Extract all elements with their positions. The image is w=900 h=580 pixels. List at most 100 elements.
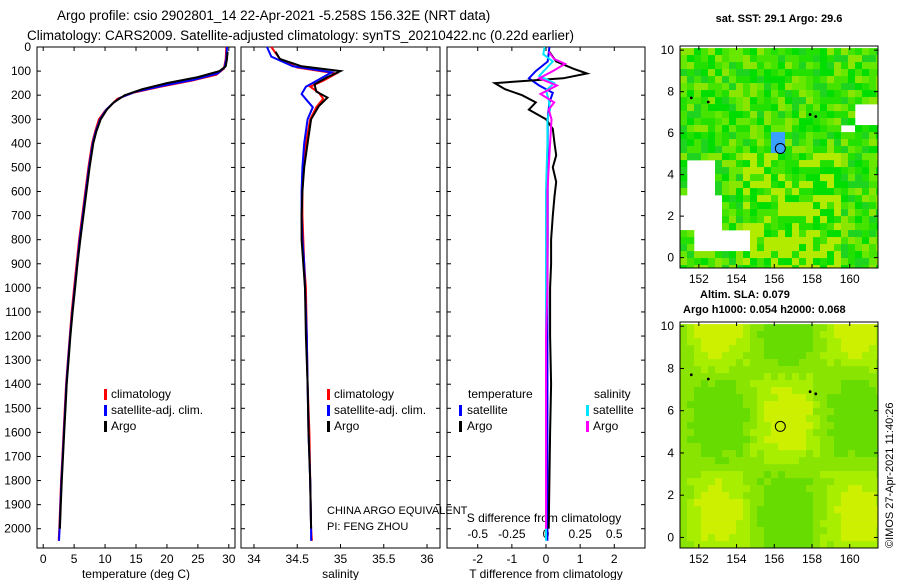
y-tick-label: 1900	[4, 498, 31, 512]
y-tick-label: 800	[11, 233, 31, 247]
y-tick-label: 1400	[4, 377, 31, 391]
island-speck	[706, 377, 710, 381]
imos-timestamp: ©IMOS 27-Apr-2021 11:40:26	[884, 403, 896, 548]
map-y-tick-label: 0	[667, 251, 674, 265]
island-speck	[808, 113, 812, 116]
legend-climatology-swatch	[104, 389, 107, 400]
map-x-tick-label: 160	[840, 272, 860, 286]
x-tick-label: -2	[472, 552, 483, 566]
y-tick-label: 900	[11, 257, 31, 271]
map-x-tick-label: 158	[802, 272, 822, 286]
map-x-tick-label: 152	[689, 552, 709, 566]
map-x-tick-label: 158	[802, 552, 822, 566]
y-tick-label: 1700	[4, 449, 31, 463]
x-tick-label: 35	[334, 552, 348, 566]
legend-t-argo-swatch	[459, 421, 462, 432]
legend-t-argo-label: Argo	[467, 419, 493, 433]
s-axis-label: S difference from climatology	[467, 511, 622, 525]
x-tick-label: 2	[611, 552, 618, 566]
legend-argo-swatch	[327, 421, 330, 432]
y-tick-label: 1800	[4, 474, 31, 488]
legend-climatology-label: climatology	[334, 387, 394, 401]
y-tick-label: 1100	[5, 305, 31, 319]
y-tick-label: 1200	[4, 329, 31, 343]
figure-title-line1: Argo profile: csio 2902801_14 22-Apr-202…	[57, 8, 490, 23]
map-x-tick-label: 160	[840, 552, 860, 566]
legend-satellite-label: satellite-adj. clim.	[334, 403, 426, 417]
map-y-tick-label: 8	[667, 85, 674, 99]
legend-s-satellite-label: satellite	[593, 403, 634, 417]
map-y-tick-label: 4	[667, 446, 674, 460]
y-tick-label: 700	[11, 209, 31, 223]
temperature-legend: climatology satellite-adj. clim. Argo	[104, 387, 203, 433]
x-tick-label: 30	[222, 552, 236, 566]
island-speck	[814, 115, 818, 118]
series-line-argo	[274, 51, 345, 529]
attribution-line1: CHINA ARGO EQUIVALENT	[327, 505, 468, 517]
plot-frame	[240, 46, 441, 549]
legend-t-satellite-swatch	[459, 405, 462, 416]
difference-profile-panel: -2 -1 0 1 2T difference from climatology S di…	[446, 46, 646, 580]
s-tick-label: 0.5	[606, 527, 623, 541]
difference-legend: temperature satellite Argo salinity sate…	[459, 387, 634, 433]
map-x-tick-label: 156	[764, 552, 784, 566]
x-tick-label: 34.5	[286, 552, 310, 566]
legend-satellite-swatch	[327, 405, 330, 416]
map-y-tick-label: 2	[667, 209, 674, 223]
legend-argo-label: Argo	[334, 419, 360, 433]
s-tick-label: -0.25	[498, 527, 526, 541]
salinity-profile-panel: 34 34.5 35 35.5 36 salinity	[240, 46, 441, 580]
map-y-tick-label: 2	[667, 488, 674, 502]
sst-map-panel: sat. SST: 29.1 Argo: 29.6 152 154 156 158 160…	[661, 13, 879, 286]
map-field	[680, 324, 879, 549]
y-tick-label: 500	[11, 160, 31, 174]
legend-salinity-heading: salinity	[594, 387, 631, 401]
map-field	[680, 48, 879, 269]
sla-map-panel: Altim. SLA: 0.079 Argo h1000: 0.054 h2000…	[661, 289, 879, 566]
y-tick-label: 1300	[4, 353, 31, 367]
x-tick-label: 1	[577, 552, 584, 566]
y-tick-label: 0	[24, 40, 31, 54]
map-y-tick-label: 10	[661, 43, 675, 57]
x-tick-label: 34	[247, 552, 261, 566]
attribution-line2: PI: FENG ZHOU	[327, 521, 408, 533]
sla-map-title-line1: Altim. SLA: 0.079	[700, 289, 790, 301]
map-x-tick-label: 156	[764, 272, 784, 286]
map-y-tick-label: 0	[667, 530, 674, 544]
map-frame	[679, 321, 879, 549]
island-speck	[689, 96, 693, 100]
map-y-tick-label: 10	[661, 319, 675, 333]
x-tick-label: 15	[129, 552, 143, 566]
map-x-tick-label: 152	[689, 272, 709, 286]
x-tick-label: 36	[420, 552, 434, 566]
island-speck	[689, 373, 693, 377]
s-tick-label: -0.5	[467, 527, 488, 541]
map-y-tick-label: 6	[667, 126, 674, 140]
x-axis-label: salinity	[322, 567, 359, 580]
y-tick-label: 1500	[4, 401, 31, 415]
legend-s-argo-swatch	[586, 421, 589, 432]
map-y-tick-label: 8	[667, 361, 674, 375]
legend-argo-swatch	[104, 421, 107, 432]
y-tick-label: 100	[11, 64, 31, 78]
map-x-tick-label: 154	[727, 552, 747, 566]
legend-satellite-label: satellite-adj. clim.	[111, 403, 203, 417]
x-axis-label: T difference from climatology	[469, 567, 623, 580]
series-line-salinity-argo	[536, 51, 568, 529]
legend-s-argo-label: Argo	[593, 419, 619, 433]
y-tick-label: 600	[11, 185, 31, 199]
x-tick-label: 10	[98, 552, 112, 566]
map-x-tick-label: 154	[727, 272, 747, 286]
x-tick-label: 35.5	[372, 552, 396, 566]
legend-climatology-swatch	[327, 389, 330, 400]
series-line-temperature-argo	[491, 51, 591, 529]
y-tick-label: 300	[11, 112, 31, 126]
sst-map-title: sat. SST: 29.1 Argo: 29.6	[716, 13, 843, 25]
legend-t-satellite-label: satellite	[467, 403, 508, 417]
y-tick-label: 1600	[4, 425, 31, 439]
x-tick-label: 5	[71, 552, 78, 566]
argo-location-marker	[774, 143, 786, 155]
map-y-tick-label: 6	[667, 404, 674, 418]
island-speck	[814, 392, 818, 396]
island-speck	[706, 100, 710, 104]
